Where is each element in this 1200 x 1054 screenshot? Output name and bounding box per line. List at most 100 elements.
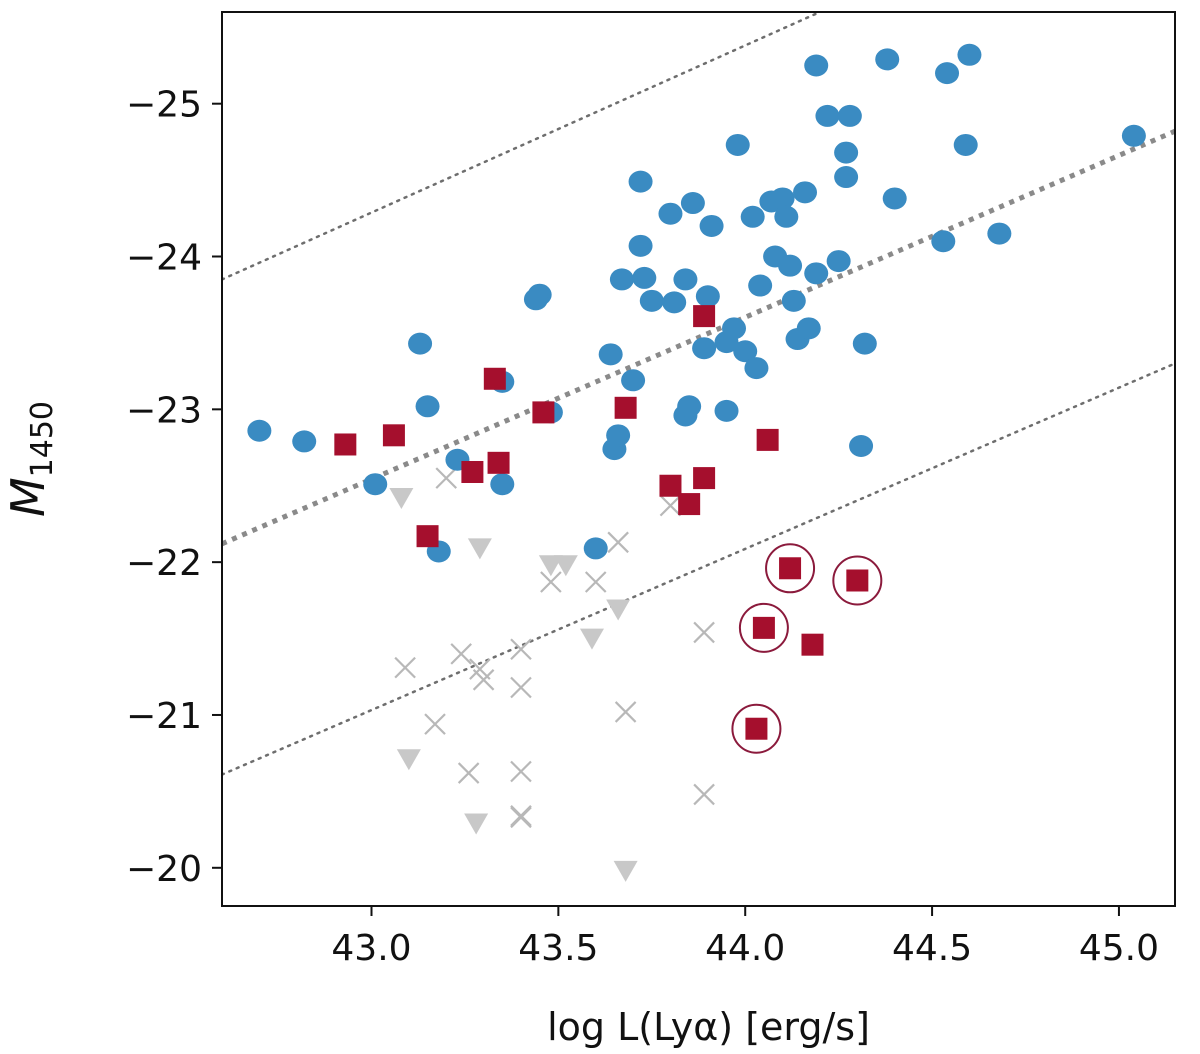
lower-dotted-line <box>222 362 1175 776</box>
blue-circle-point <box>774 205 799 228</box>
blue-circle-point <box>796 317 821 340</box>
x-tick-label: 44.0 <box>705 928 785 969</box>
red-square-point <box>382 424 405 447</box>
gray-cross-point <box>450 643 472 665</box>
blue-circle-point <box>415 395 440 418</box>
blue-circle-point <box>363 473 388 496</box>
blue-circle-point <box>744 357 769 380</box>
blue-circle-point <box>408 332 433 355</box>
plot-frame <box>221 11 1176 907</box>
blue-circle-point <box>632 266 657 289</box>
blue-circle-point <box>609 268 634 291</box>
blue-circle-point <box>628 234 653 257</box>
red-square-point <box>846 569 869 592</box>
x-tick-label: 44.5 <box>892 928 972 969</box>
blue-circle-point <box>722 317 747 340</box>
highlight-ring <box>738 602 789 653</box>
gray-cross-point <box>457 762 480 784</box>
blue-circle-point <box>748 274 773 297</box>
x-axis: 43.0 43.5 44.0 44.5 45.0 <box>331 906 1159 969</box>
red-square-point <box>801 633 824 656</box>
blue-circle-point <box>714 399 739 422</box>
blue-circle-point <box>882 187 907 210</box>
x-tick-label: 45.0 <box>1079 928 1159 969</box>
blue-circle-point <box>849 435 874 458</box>
blue-circle-point <box>781 289 806 312</box>
blue-circle-point <box>523 288 548 311</box>
blue-circle-point <box>733 340 758 363</box>
blue-circle-point <box>770 187 795 210</box>
red-square-point <box>693 305 716 328</box>
blue-circle-point <box>804 262 829 285</box>
red-square-point <box>487 451 510 474</box>
gray-triangle-point <box>467 538 492 560</box>
blue-circle-point <box>1121 124 1146 147</box>
gray-triangle-point <box>553 555 578 577</box>
red-square-point <box>483 367 506 390</box>
data-points <box>247 43 1146 882</box>
gray-cross-point <box>435 467 458 489</box>
gray-triangle-point <box>613 860 638 882</box>
gray-triangle-point <box>464 813 489 835</box>
blue-circle-point <box>639 289 664 312</box>
y-tick-label: −24 <box>126 238 202 279</box>
blue-circle-point <box>247 419 272 442</box>
blue-circle-point <box>931 230 956 253</box>
blue-circle-point <box>606 424 631 447</box>
gray-triangle-point <box>579 628 604 650</box>
gray-cross-point <box>540 571 562 593</box>
gray-triangle-point <box>389 487 414 509</box>
blue-circle-point <box>292 430 317 453</box>
red-square-point <box>334 433 357 456</box>
blue-circle-point <box>793 181 818 204</box>
y-axis-title-subscript: 1450 <box>25 401 60 477</box>
blue-circle-point <box>725 133 750 156</box>
y-tick-label: −25 <box>126 85 202 126</box>
gray-cross-point <box>659 494 682 517</box>
gray-cross-point <box>510 806 532 829</box>
red-square-point <box>752 616 775 639</box>
blue-circle-point <box>935 62 960 85</box>
blue-circle-point <box>680 192 705 215</box>
blue-circle-point <box>740 205 765 228</box>
blue-circle-point <box>953 133 978 156</box>
red-square-point <box>461 460 484 483</box>
gray-triangle-point <box>606 599 631 621</box>
blue-circle-point <box>621 369 646 392</box>
y-tick-label: −20 <box>126 849 202 890</box>
highlight-ring <box>731 703 782 754</box>
y-axis-title-main: M <box>1 477 55 517</box>
gray-cross-point <box>510 638 532 661</box>
blue-circle-point <box>628 170 653 193</box>
reference-lines <box>222 12 1175 776</box>
upper-dotted-line <box>222 12 822 281</box>
blue-circle-point <box>834 141 859 164</box>
y-tick-label: −23 <box>126 390 202 431</box>
blue-circle-point <box>987 222 1012 245</box>
blue-circle-point <box>598 343 623 366</box>
blue-circle-point <box>658 202 683 225</box>
gray-cross-point <box>607 531 629 554</box>
blue-circle-point <box>834 166 859 189</box>
gray-cross-point <box>424 713 446 735</box>
y-tick-label: −22 <box>126 543 202 584</box>
blue-circle-point <box>837 104 862 127</box>
red-square-point <box>745 717 768 740</box>
red-square-point <box>659 474 682 497</box>
red-square-point <box>532 401 555 424</box>
gray-cross-point <box>394 656 416 679</box>
blue-circle-point <box>583 537 608 560</box>
blue-circle-point <box>673 268 698 291</box>
blue-circle-point <box>662 291 687 314</box>
red-square-point <box>779 557 802 580</box>
gray-cross-point <box>614 701 637 723</box>
red-square-point <box>756 428 779 451</box>
blue-circle-point <box>852 332 877 355</box>
gray-cross-point <box>510 676 532 699</box>
x-tick-label: 43.0 <box>331 928 411 969</box>
highlight-ring <box>832 555 883 606</box>
blue-circle-point <box>677 395 702 418</box>
red-square-point <box>614 396 637 419</box>
blue-circle-point <box>804 54 829 77</box>
